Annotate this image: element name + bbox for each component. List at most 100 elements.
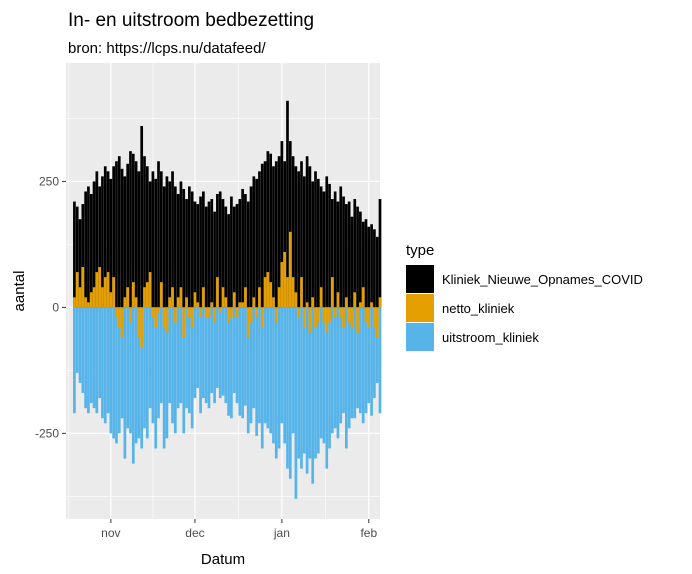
bar-uitstroom-kliniek xyxy=(269,307,272,434)
bar-netto-kliniek xyxy=(176,297,180,308)
bar-uitstroom-kliniek xyxy=(210,307,214,394)
y-axis-title: aantal xyxy=(11,271,28,312)
bar-netto-kliniek xyxy=(173,307,177,323)
bar-kliniek-nieuwe-opnames-covid xyxy=(370,224,373,308)
bar-netto-kliniek xyxy=(311,297,315,308)
bar-uitstroom-kliniek xyxy=(258,307,261,424)
bar-kliniek-nieuwe-opnames-covid xyxy=(249,186,253,308)
bar-netto-kliniek xyxy=(75,272,79,308)
bar-uitstroom-kliniek xyxy=(193,307,197,399)
bar-kliniek-nieuwe-opnames-covid xyxy=(241,188,244,308)
bar-uitstroom-kliniek xyxy=(173,307,177,434)
bar-netto-kliniek xyxy=(106,272,110,308)
bar-netto-kliniek xyxy=(274,307,278,323)
bar-uitstroom-kliniek xyxy=(238,307,242,416)
bar-kliniek-nieuwe-opnames-covid xyxy=(145,166,149,308)
bar-kliniek-nieuwe-opnames-covid xyxy=(255,178,258,308)
bar-uitstroom-kliniek xyxy=(154,307,158,449)
bar-uitstroom-kliniek xyxy=(87,307,90,414)
bar-kliniek-nieuwe-opnames-covid xyxy=(333,191,337,308)
bar-kliniek-nieuwe-opnames-covid xyxy=(277,156,281,308)
bar-uitstroom-kliniek xyxy=(255,307,258,436)
bar-uitstroom-kliniek xyxy=(185,307,188,409)
bar-uitstroom-kliniek xyxy=(359,307,362,414)
bar-netto-kliniek xyxy=(330,277,334,308)
bar-netto-kliniek xyxy=(151,307,155,318)
bar-kliniek-nieuwe-opnames-covid xyxy=(258,171,261,308)
bar-netto-kliniek xyxy=(249,307,253,323)
bar-netto-kliniek xyxy=(300,277,303,308)
bar-uitstroom-kliniek xyxy=(73,307,76,414)
bar-netto-kliniek xyxy=(291,277,295,308)
bar-uitstroom-kliniek xyxy=(316,307,320,454)
bar-uitstroom-kliniek xyxy=(89,307,93,404)
bar-netto-kliniek xyxy=(120,307,124,338)
bar-kliniek-nieuwe-opnames-covid xyxy=(286,100,289,308)
bar-netto-kliniek xyxy=(84,297,87,308)
bar-netto-kliniek xyxy=(305,302,309,308)
bar-netto-kliniek xyxy=(87,302,90,308)
bar-kliniek-nieuwe-opnames-covid xyxy=(143,156,146,308)
bar-kliniek-nieuwe-opnames-covid xyxy=(109,178,113,308)
bar-uitstroom-kliniek xyxy=(350,307,354,419)
bar-netto-kliniek xyxy=(115,307,118,318)
legend: type Kliniek_Nieuwe_Opnames_COVID netto_k… xyxy=(406,242,643,351)
bar-kliniek-nieuwe-opnames-covid xyxy=(179,181,183,308)
bar-kliniek-nieuwe-opnames-covid xyxy=(176,194,180,308)
bar-uitstroom-kliniek xyxy=(140,307,144,449)
bar-netto-kliniek xyxy=(283,251,287,308)
bar-netto-kliniek xyxy=(188,307,191,318)
chart-subtitle: bron: https://lcps.nu/datafeed/ xyxy=(68,40,266,57)
bar-kliniek-nieuwe-opnames-covid xyxy=(269,153,272,308)
bar-kliniek-nieuwe-opnames-covid xyxy=(218,191,222,308)
bar-kliniek-nieuwe-opnames-covid xyxy=(260,163,264,308)
bar-kliniek-nieuwe-opnames-covid xyxy=(98,186,101,308)
bar-netto-kliniek xyxy=(367,307,371,328)
bar-kliniek-nieuwe-opnames-covid xyxy=(319,186,323,308)
bar-uitstroom-kliniek xyxy=(336,307,340,439)
bar-kliniek-nieuwe-opnames-covid xyxy=(232,206,236,308)
bar-uitstroom-kliniek xyxy=(171,307,174,424)
bar-netto-kliniek xyxy=(336,292,340,308)
bar-kliniek-nieuwe-opnames-covid xyxy=(224,206,228,308)
bar-netto-kliniek xyxy=(148,272,152,308)
bar-netto-kliniek xyxy=(280,262,284,308)
bar-uitstroom-kliniek xyxy=(263,307,267,424)
bar-netto-kliniek xyxy=(277,287,281,308)
bar-netto-kliniek xyxy=(364,307,368,323)
bar-kliniek-nieuwe-opnames-covid xyxy=(221,199,225,308)
bar-netto-kliniek xyxy=(263,277,267,308)
legend-label: Kliniek_Nieuwe_Opnames_COVID xyxy=(442,272,643,287)
legend-title: type xyxy=(406,242,434,259)
bar-kliniek-nieuwe-opnames-covid xyxy=(216,194,219,308)
bar-netto-kliniek xyxy=(378,297,382,308)
bar-netto-kliniek xyxy=(258,287,261,308)
bar-kliniek-nieuwe-opnames-covid xyxy=(302,176,306,308)
bar-netto-kliniek xyxy=(297,307,301,318)
bar-netto-kliniek xyxy=(370,302,373,308)
bar-netto-kliniek xyxy=(210,302,214,308)
bar-netto-kliniek xyxy=(109,292,113,308)
bar-kliniek-nieuwe-opnames-covid xyxy=(173,186,177,308)
bar-kliniek-nieuwe-opnames-covid xyxy=(246,201,250,308)
bar-kliniek-nieuwe-opnames-covid xyxy=(311,181,315,308)
bar-uitstroom-kliniek xyxy=(249,307,253,424)
bar-uitstroom-kliniek xyxy=(190,307,194,429)
bar-uitstroom-kliniek xyxy=(325,307,329,469)
bar-netto-kliniek xyxy=(350,307,354,328)
bar-uitstroom-kliniek xyxy=(165,307,169,439)
bar-uitstroom-kliniek xyxy=(143,307,146,429)
bar-uitstroom-kliniek xyxy=(288,307,292,479)
bar-netto-kliniek xyxy=(252,297,256,308)
bar-netto-kliniek xyxy=(190,307,194,328)
bar-netto-kliniek xyxy=(131,282,135,308)
bar-uitstroom-kliniek xyxy=(286,307,289,469)
bar-kliniek-nieuwe-opnames-covid xyxy=(227,214,230,308)
bar-netto-kliniek xyxy=(373,307,376,328)
bar-uitstroom-kliniek xyxy=(235,307,239,404)
bar-uitstroom-kliniek xyxy=(230,307,233,419)
bar-kliniek-nieuwe-opnames-covid xyxy=(230,196,233,308)
bar-uitstroom-kliniek xyxy=(129,307,132,434)
bar-netto-kliniek xyxy=(345,297,348,308)
